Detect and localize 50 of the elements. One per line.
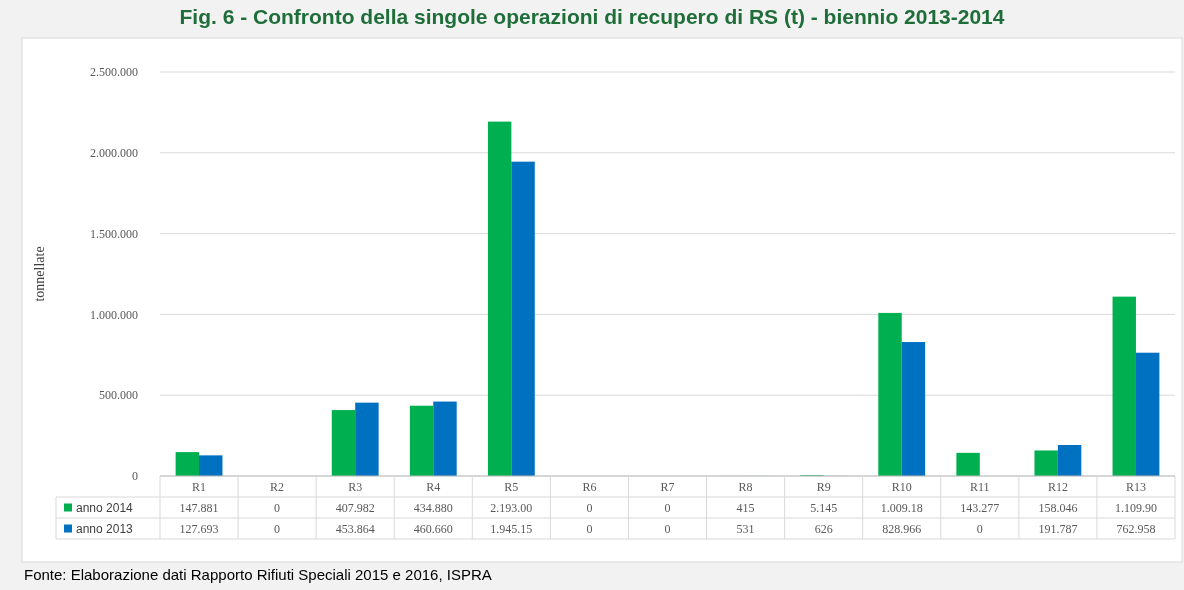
y-tick-label: 2.000.000 xyxy=(90,146,138,160)
data-label: 0 xyxy=(274,500,281,515)
data-label: 626 xyxy=(814,521,833,536)
y-tick-label: 1.500.000 xyxy=(90,226,138,241)
x-tick-label: R6 xyxy=(582,479,597,494)
data-label: 531 xyxy=(736,521,755,536)
y-tick-label: 1.000.000 xyxy=(90,307,138,322)
x-tick-label: R4 xyxy=(426,479,441,494)
data-label: 460.660 xyxy=(413,521,453,536)
legend-label: anno 2014 xyxy=(76,500,134,515)
data-label: 127.693 xyxy=(179,521,219,536)
data-label: 147.881 xyxy=(179,500,219,515)
x-tick-label: R2 xyxy=(270,479,285,494)
data-label: 762.958 xyxy=(1116,521,1156,536)
data-label: 0 xyxy=(664,521,671,536)
data-label: 0 xyxy=(976,521,983,536)
data-label: 1.945.15 xyxy=(490,521,533,536)
x-tick-label: R10 xyxy=(891,479,912,494)
legend-label: anno 2013 xyxy=(76,521,134,536)
y-tick-label: 500.000 xyxy=(99,388,138,403)
data-label: 1.009.18 xyxy=(880,500,923,515)
x-tick-label: R7 xyxy=(660,479,675,494)
y-axis-title: tonnellate xyxy=(32,246,47,302)
x-tick-label: R3 xyxy=(348,479,363,494)
data-label: 415 xyxy=(736,500,755,515)
data-label: 0 xyxy=(274,521,281,536)
data-label: 407.982 xyxy=(335,500,375,515)
data-label: 453.864 xyxy=(335,521,375,536)
data-label: 434.880 xyxy=(413,500,453,515)
x-tick-label: R9 xyxy=(816,479,831,494)
x-tick-label: R13 xyxy=(1125,479,1146,494)
data-label: 828.966 xyxy=(882,521,922,536)
x-tick-label: R1 xyxy=(192,479,207,494)
y-tick-label: 0 xyxy=(132,469,138,484)
x-tick-label: R11 xyxy=(970,479,990,494)
x-tick-label: R12 xyxy=(1047,479,1068,494)
y-tick-label: 2.500.000 xyxy=(90,65,138,80)
x-tick-label: R8 xyxy=(738,479,753,494)
data-label: 2.193.00 xyxy=(490,500,533,515)
data-label: 0 xyxy=(586,500,593,515)
data-label: 0 xyxy=(664,500,671,515)
x-tick-label: R5 xyxy=(504,479,519,494)
data-label: 191.787 xyxy=(1038,521,1078,536)
data-label: 0 xyxy=(586,521,593,536)
source-note: Fonte: Elaborazione dati Rapporto Rifiuti Speciali 2015 e 2016, ISPRA xyxy=(24,566,492,583)
data-label: 1.109.90 xyxy=(1114,500,1157,515)
data-label: 158.046 xyxy=(1038,500,1078,515)
chart-title: Fig. 6 - Confronto della singole operazioni di recupero di RS (t) - biennio 2013-2014 xyxy=(179,5,1005,28)
data-label: 143.277 xyxy=(960,500,1000,515)
data-label: 5.145 xyxy=(810,500,838,515)
